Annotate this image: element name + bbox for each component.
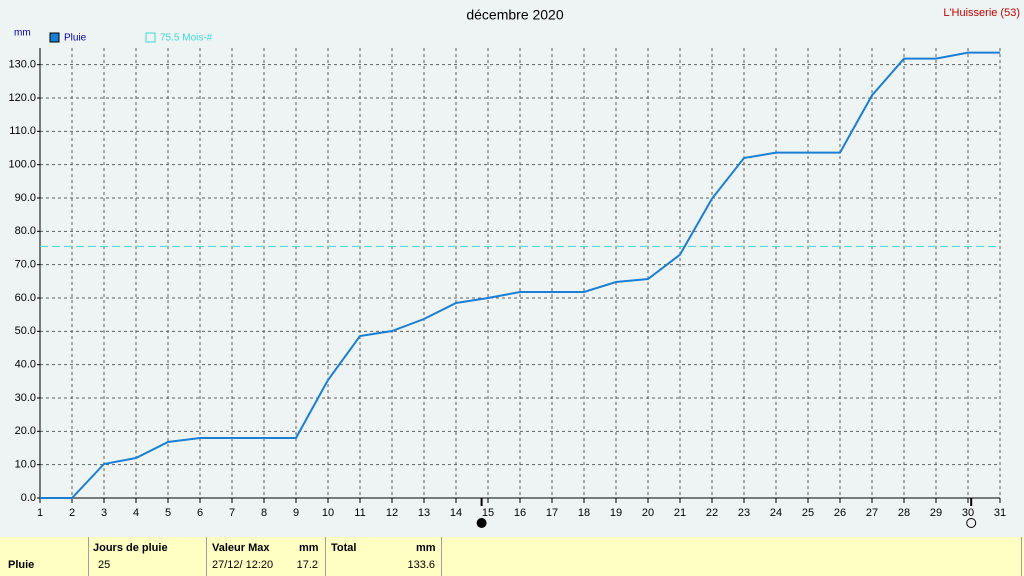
data-line: [40, 51, 1000, 499]
x-tick-label: 4: [133, 507, 139, 519]
x-tick-label: 6: [197, 507, 203, 519]
cell: 25: [98, 559, 111, 571]
divider: [206, 537, 207, 576]
x-tick-label: 24: [770, 507, 782, 519]
y-unit: mm: [14, 28, 31, 39]
moon-marker: [966, 518, 977, 528]
y-tick-label: 100.0: [8, 159, 36, 171]
y-tick-label: 130.0: [8, 59, 36, 71]
station: L'Huisserie (53): [943, 7, 1020, 19]
x-tick-label: 25: [802, 507, 814, 519]
chart-title: décembre 2020: [466, 7, 564, 23]
x-tick-label: 9: [293, 507, 299, 519]
column-header: mm: [416, 542, 436, 554]
y-tick-label: 20.0: [15, 425, 36, 437]
x-tick-label: 20: [642, 507, 654, 519]
x-tick-label: 27: [866, 507, 878, 519]
column-header: mm: [299, 542, 319, 554]
legend-label: Pluie: [64, 33, 87, 44]
x-tick-label: 12: [386, 507, 398, 519]
column-header: Total: [331, 542, 357, 554]
cell: 17.2: [296, 559, 318, 571]
y-tick-label: 80.0: [15, 225, 36, 237]
column-header: Jours de pluie: [93, 542, 168, 554]
divider: [325, 537, 326, 576]
x-tick-label: 28: [898, 507, 910, 519]
x-tick-label: 18: [578, 507, 590, 519]
legend-label: 75.5 Mois-#: [160, 33, 213, 44]
legend-swatch: [49, 32, 60, 43]
y-tick-label: 60.0: [15, 292, 36, 304]
x-tick-label: 5: [165, 507, 171, 519]
x-tick-label: 30: [962, 507, 974, 519]
x-tick-label: 15: [482, 507, 494, 519]
x-tick-label: 16: [514, 507, 526, 519]
x-tick-label: 3: [101, 507, 107, 519]
y-tick-label: 40.0: [15, 359, 36, 371]
row-label: Pluie: [8, 559, 35, 571]
divider: [1021, 537, 1022, 576]
divider: [88, 537, 89, 576]
x-tick-label: 31: [994, 507, 1006, 519]
y-tick-label: 90.0: [15, 192, 36, 204]
x-tick-label: 8: [261, 507, 267, 519]
x-tick-label: 23: [738, 507, 750, 519]
legend-swatch: [145, 32, 156, 43]
x-tick-label: 22: [706, 507, 718, 519]
x-tick-label: 7: [229, 507, 235, 519]
cell: 27/12/ 12:20: [212, 559, 274, 571]
y-tick-label: 110.0: [9, 125, 36, 137]
x-tick-label: 19: [610, 507, 622, 519]
cell: 133.6: [407, 559, 435, 571]
y-tick-label: 50.0: [15, 325, 36, 337]
column-header: Valeur Max: [212, 542, 270, 554]
x-tick-label: 21: [674, 507, 686, 519]
chart: décembre 2020 L'Huisserie (53) mm 0.0 10.…: [8, 7, 1020, 528]
x-tick-label: 13: [418, 507, 430, 519]
x-tick-label: 29: [930, 507, 942, 519]
y-tick-label: 0.0: [21, 492, 36, 504]
summary-table: Jours de pluie Valeur Max mm Total mm Pl…: [0, 537, 1024, 576]
y-tick-label: 70.0: [15, 259, 36, 271]
moon-marker: [476, 518, 487, 528]
divider: [441, 537, 442, 576]
y-tick-label: 30.0: [15, 392, 36, 404]
x-tick-label: 11: [354, 507, 365, 519]
x-tick-label: 14: [450, 507, 462, 519]
x-tick-label: 26: [834, 507, 846, 519]
x-tick-label: 17: [546, 507, 558, 519]
x-tick-label: 1: [37, 507, 43, 519]
x-tick-label: 10: [322, 507, 334, 519]
y-tick-label: 120.0: [8, 92, 36, 104]
y-tick-label: 10.0: [15, 459, 36, 471]
x-tick-label: 2: [69, 507, 75, 519]
